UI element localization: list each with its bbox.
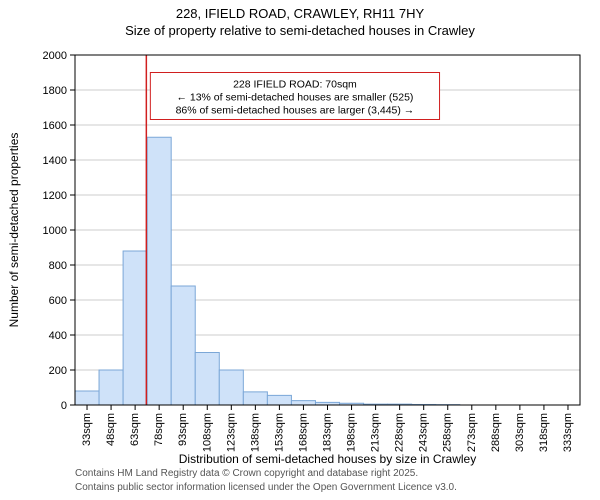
histogram-bar — [219, 370, 243, 405]
y-tick-label: 200 — [49, 365, 67, 377]
y-tick-label: 400 — [49, 330, 67, 342]
x-tick-label: 33sqm — [81, 413, 93, 446]
y-tick-label: 1000 — [43, 225, 67, 237]
x-tick-label: 333sqm — [562, 413, 574, 452]
footer-line-1: Contains HM Land Registry data © Crown c… — [75, 468, 418, 479]
histogram-bar — [99, 370, 123, 405]
histogram-bar — [123, 251, 147, 405]
x-tick-label: 213sqm — [370, 413, 382, 452]
histogram-bar — [171, 286, 195, 405]
x-tick-label: 198sqm — [346, 413, 358, 452]
y-tick-label: 1400 — [43, 155, 67, 167]
histogram-bar — [195, 353, 219, 406]
x-tick-label: 183sqm — [322, 413, 334, 452]
y-tick-label: 2000 — [43, 50, 67, 62]
y-tick-label: 1200 — [43, 190, 67, 202]
x-tick-label: 258sqm — [442, 413, 454, 452]
chart-title-address: 228, IFIELD ROAD, CRAWLEY, RH11 7HY — [176, 6, 425, 21]
x-tick-label: 63sqm — [129, 413, 141, 446]
footer-line-2: Contains public sector information licen… — [75, 482, 457, 493]
y-axis-label: Number of semi-detached properties — [7, 133, 21, 328]
x-tick-label: 108sqm — [201, 413, 213, 452]
x-tick-label: 153sqm — [273, 413, 285, 452]
callout-line: 86% of semi-detached houses are larger (… — [176, 105, 415, 117]
x-axis-label: Distribution of semi-detached houses by … — [179, 452, 476, 466]
histogram-bar — [267, 395, 291, 405]
x-tick-label: 48sqm — [105, 413, 117, 446]
y-tick-label: 1600 — [43, 120, 67, 132]
y-tick-label: 1800 — [43, 85, 67, 97]
x-tick-label: 303sqm — [514, 413, 526, 452]
callout-line: 228 IFIELD ROAD: 70sqm — [233, 79, 357, 91]
x-tick-label: 138sqm — [249, 413, 261, 452]
y-tick-label: 0 — [61, 400, 67, 412]
chart-title-subtitle: Size of property relative to semi-detach… — [125, 23, 475, 38]
x-tick-label: 168sqm — [297, 413, 309, 452]
histogram-bar — [291, 401, 315, 405]
x-tick-label: 318sqm — [538, 413, 550, 452]
x-tick-label: 288sqm — [490, 413, 502, 452]
histogram-bar — [75, 391, 99, 405]
x-tick-label: 228sqm — [394, 413, 406, 452]
x-tick-label: 93sqm — [177, 413, 189, 446]
histogram-bar — [243, 392, 267, 405]
x-tick-label: 123sqm — [225, 413, 237, 452]
callout-line: ← 13% of semi-detached houses are smalle… — [176, 92, 413, 104]
x-tick-label: 243sqm — [418, 413, 430, 452]
y-tick-label: 600 — [49, 295, 67, 307]
histogram-bar — [147, 137, 171, 405]
x-tick-label: 273sqm — [466, 413, 478, 452]
x-tick-label: 78sqm — [153, 413, 165, 446]
size-distribution-chart: 228, IFIELD ROAD, CRAWLEY, RH11 7HY Size … — [0, 0, 600, 500]
y-tick-label: 800 — [49, 260, 67, 272]
